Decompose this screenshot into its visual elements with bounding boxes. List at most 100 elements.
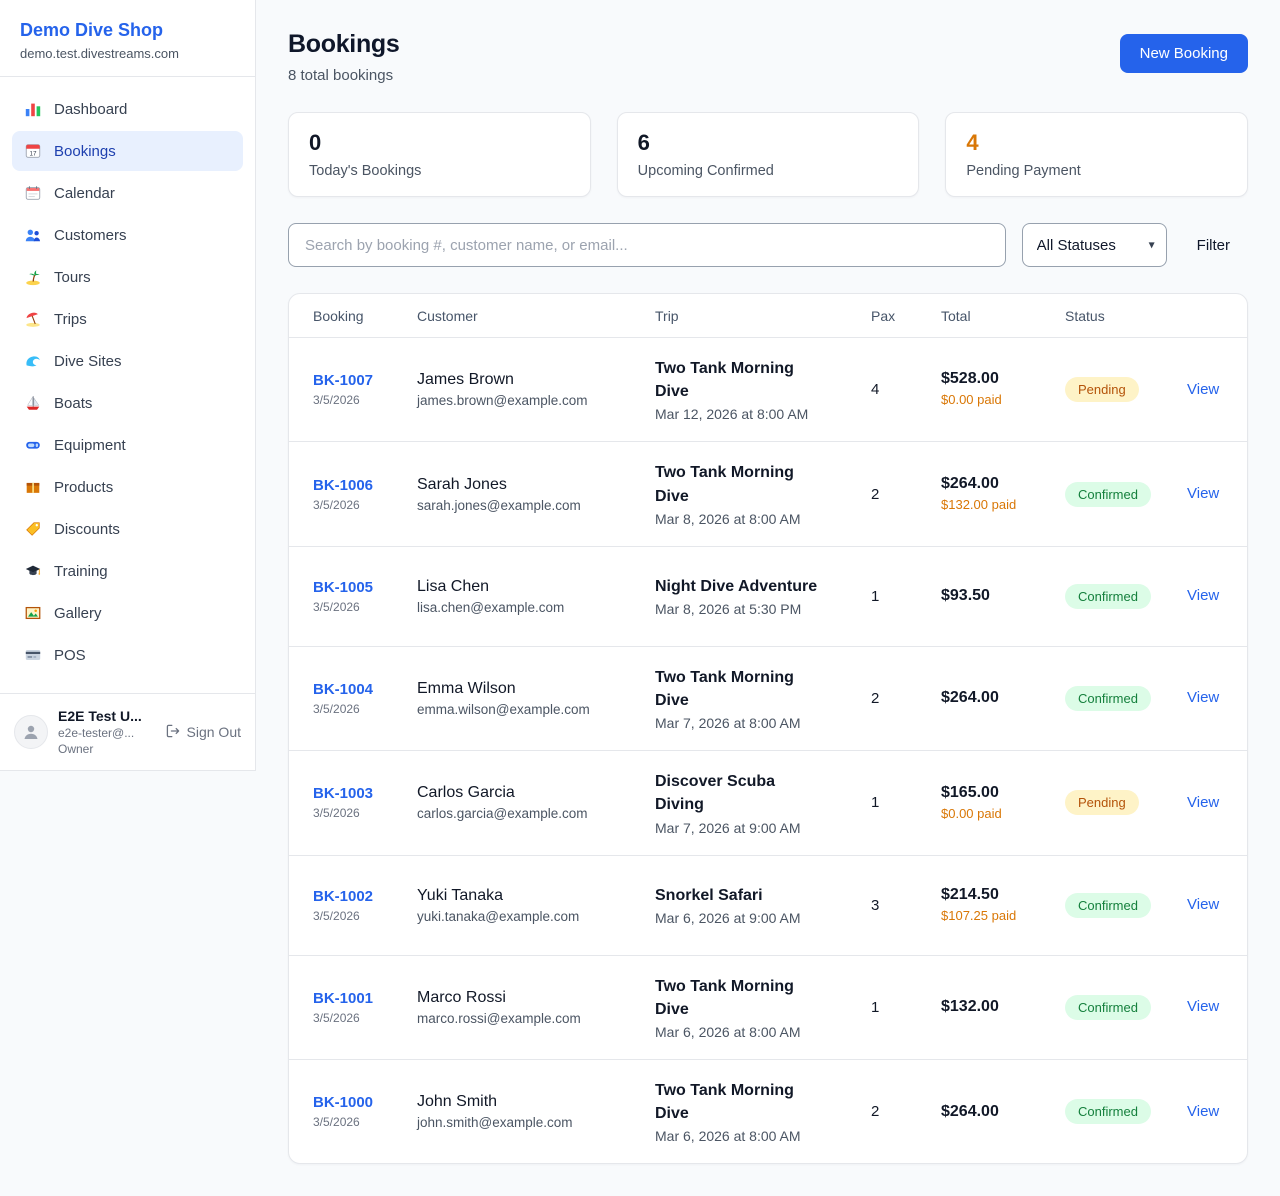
view-link[interactable]: View — [1187, 689, 1220, 707]
booking-date: 3/5/2026 — [313, 1115, 360, 1130]
page-title: Bookings — [288, 30, 400, 58]
status-select[interactable]: All Statuses — [1021, 223, 1167, 267]
view-link[interactable]: View — [1187, 896, 1220, 913]
user-name: E2E Test U... — [58, 708, 142, 724]
status-badge: Confirmed — [1065, 583, 1151, 609]
sidebar-item-label: Calendar — [54, 184, 115, 202]
paid-amount: $107.25 paid — [941, 907, 1017, 923]
status-badge: Confirmed — [1065, 1099, 1151, 1125]
customer-email: sarah.jones@example.com — [417, 497, 581, 513]
customer-email: carlos.garcia@example.com — [417, 806, 588, 822]
wave-icon — [24, 352, 42, 370]
dive-mask-icon — [24, 436, 42, 454]
booking-date: 3/5/2026 — [313, 1010, 360, 1025]
pax-count: 1 — [871, 587, 880, 605]
sidebar-item-label: Training — [54, 562, 108, 580]
user-email: e2e-tester@... — [58, 726, 135, 740]
pax-count: 1 — [871, 998, 880, 1016]
customer-email: emma.wilson@example.com — [417, 701, 590, 717]
status-select-wrap: All Statuses ▾ — [1021, 223, 1167, 267]
picture-frame-icon — [24, 604, 42, 622]
customers-icon — [24, 226, 42, 244]
sidebar-item-products[interactable]: Products — [12, 467, 243, 507]
trip-name: Discover Scuba Diving — [655, 773, 776, 814]
sidebar-item-tours[interactable]: Tours — [12, 257, 243, 297]
booking-id-link[interactable]: BK-1005 — [313, 578, 374, 596]
trip-name: Two Tank Morning Dive — [655, 360, 794, 401]
sidebar-item-dive-sites[interactable]: Dive Sites — [12, 341, 243, 381]
credit-card-icon — [24, 646, 42, 664]
booking-id-link[interactable]: BK-1001 — [313, 989, 374, 1007]
user-meta: E2E Test U... e2e-tester@... Owner — [58, 708, 155, 756]
view-link[interactable]: View — [1187, 587, 1220, 605]
sidebar-item-customers[interactable]: Customers — [12, 215, 243, 255]
column-header-status: Status — [1065, 307, 1105, 324]
sidebar-item-equipment[interactable]: Equipment — [12, 425, 243, 465]
table-row: BK-1007 3/5/2026 James Brown james.brown@e… — [289, 338, 1247, 443]
booking-id-link[interactable]: BK-1004 — [313, 680, 374, 698]
customer-email: john.smith@example.com — [417, 1115, 573, 1131]
pax-count: 3 — [871, 896, 880, 914]
status-badge: Pending — [1065, 377, 1139, 403]
sidebar-item-discounts[interactable]: Discounts — [12, 509, 243, 549]
booking-id-link[interactable]: BK-1007 — [313, 372, 374, 390]
customer-email: marco.rossi@example.com — [417, 1010, 581, 1026]
sailboat-icon — [24, 394, 42, 412]
booking-id-link[interactable]: BK-1002 — [313, 887, 374, 905]
trip-time: Mar 12, 2026 at 8:00 AM — [655, 406, 809, 423]
sign-out-button[interactable]: Sign Out — [165, 723, 241, 742]
search-input[interactable] — [288, 223, 1006, 267]
main-content: Bookings 8 total bookings New Booking 0 … — [256, 0, 1280, 1196]
sidebar-item-label: Tours — [54, 268, 91, 286]
sidebar-item-bookings[interactable]: 17 Bookings — [12, 131, 243, 171]
sidebar-item-boats[interactable]: Boats — [12, 383, 243, 423]
shop-domain: demo.test.divestreams.com — [20, 46, 179, 61]
customer-email: james.brown@example.com — [417, 393, 588, 409]
graduation-cap-icon — [24, 562, 42, 580]
view-link[interactable]: View — [1187, 998, 1220, 1016]
booking-date: 3/5/2026 — [313, 908, 360, 923]
sidebar-item-calendar[interactable]: Calendar — [12, 173, 243, 213]
sidebar-item-label: Customers — [54, 226, 127, 244]
stat-label: Upcoming Confirmed — [637, 163, 774, 179]
total-amount: $264.00 — [941, 689, 999, 707]
tag-icon — [24, 520, 42, 538]
sidebar-item-pos[interactable]: POS — [12, 635, 243, 675]
table-row: BK-1004 3/5/2026 Emma Wilson emma.wilson@e… — [289, 647, 1247, 752]
filter-button[interactable]: Filter — [1183, 237, 1248, 254]
new-booking-button[interactable]: New Booking — [1119, 34, 1248, 73]
paid-amount: $0.00 paid — [941, 392, 1002, 408]
sidebar-item-label: Dashboard — [54, 100, 128, 118]
total-amount: $264.00 — [941, 1102, 999, 1120]
stat-card-todays-bookings: 0 Today's Bookings — [288, 112, 591, 197]
customer-name: Sarah Jones — [417, 475, 507, 493]
booking-date: 3/5/2026 — [313, 393, 360, 408]
sidebar-item-trips[interactable]: Trips — [12, 299, 243, 339]
view-link[interactable]: View — [1187, 380, 1220, 398]
booking-date: 3/5/2026 — [313, 497, 360, 512]
sign-out-icon — [165, 723, 181, 742]
booking-id-link[interactable]: BK-1006 — [313, 476, 374, 494]
page-header-text: Bookings 8 total bookings — [288, 30, 400, 84]
table-row: BK-1000 3/5/2026 John Smith john.smith@exa… — [289, 1060, 1247, 1163]
sidebar-item-dashboard[interactable]: Dashboard — [12, 89, 243, 129]
trip-time: Mar 6, 2026 at 8:00 AM — [655, 1023, 801, 1040]
sidebar-item-label: Equipment — [54, 436, 126, 454]
sidebar-item-gallery[interactable]: Gallery — [12, 593, 243, 633]
customer-name: Yuki Tanaka — [417, 886, 503, 904]
customer-email: lisa.chen@example.com — [417, 599, 565, 615]
sidebar-item-training[interactable]: Training — [12, 551, 243, 591]
trip-time: Mar 8, 2026 at 5:30 PM — [655, 601, 802, 618]
column-header-total: Total — [941, 307, 971, 324]
total-amount: $264.00 — [941, 474, 999, 492]
avatar — [14, 715, 48, 749]
view-link[interactable]: View — [1187, 485, 1220, 503]
booking-id-link[interactable]: BK-1003 — [313, 785, 374, 803]
view-link[interactable]: View — [1187, 1102, 1220, 1120]
booking-id-link[interactable]: BK-1000 — [313, 1094, 374, 1112]
calendar-icon — [24, 184, 42, 202]
view-link[interactable]: View — [1187, 793, 1220, 811]
bookings-table: Booking Customer Trip Pax Total Status B… — [288, 293, 1248, 1165]
status-badge: Confirmed — [1065, 685, 1151, 711]
